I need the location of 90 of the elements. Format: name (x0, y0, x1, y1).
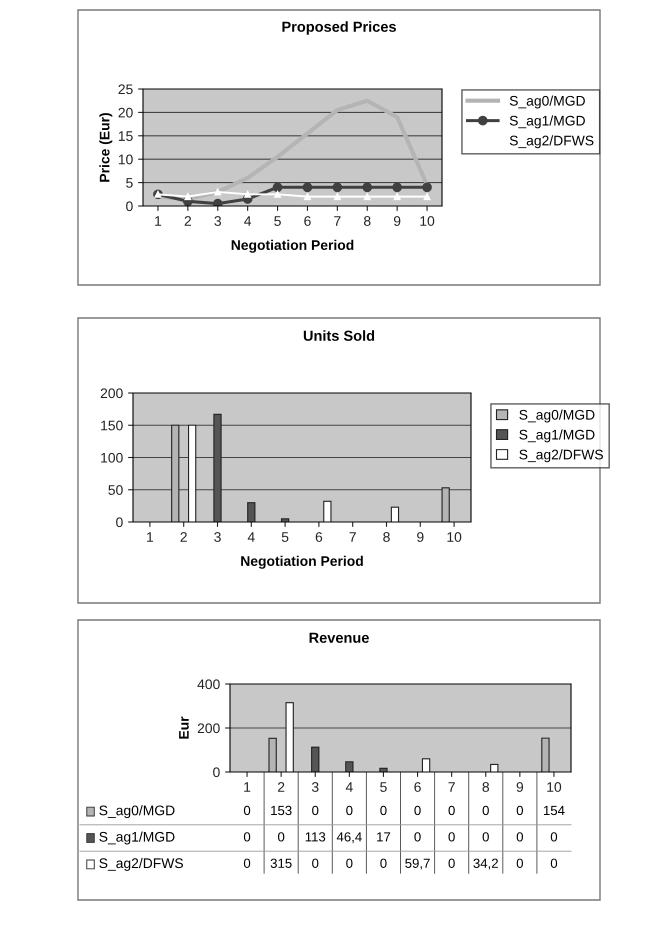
x-tick-label: 7 (350, 532, 356, 542)
data-label: 0 (346, 858, 353, 868)
x-tick-label: 7 (334, 216, 341, 226)
y-tick-label: 0 (213, 767, 220, 778)
data-label: 0 (278, 832, 284, 842)
x-tick-label: 8 (383, 532, 390, 542)
x-tick-label: 10 (447, 532, 462, 542)
data-label: 0 (550, 858, 558, 868)
data-label: 46,4 (336, 832, 362, 844)
data-label: 0 (244, 858, 250, 868)
data-label: 0 (516, 858, 524, 868)
data-label: 0 (414, 832, 421, 842)
data-label: 154 (544, 806, 565, 816)
y-tick-label: 200 (198, 723, 220, 734)
legend-label: S_ag0/MGD (99, 805, 174, 818)
chart-title: Units Sold (304, 330, 374, 341)
data-label: 0 (380, 858, 387, 868)
y-tick-label: 100 (101, 452, 123, 463)
x-tick-label: 5 (282, 532, 288, 542)
legend-label: S_ag0/MGD (510, 96, 585, 108)
data-label: 315 (270, 858, 292, 868)
data-label: 0 (414, 806, 421, 816)
x-tick-label: 7 (448, 782, 455, 792)
x-tick-label: 6 (414, 782, 421, 792)
y-axis-title: Price (Eur) (99, 113, 112, 182)
y-tick-label: 400 (197, 679, 220, 690)
legend-label: S_ag0/MGD (519, 410, 594, 422)
x-tick-label: 5 (380, 782, 387, 792)
y-tick-label: 10 (118, 154, 133, 164)
y-tick-label: 200 (100, 388, 123, 398)
x-tick-label: 1 (155, 216, 162, 226)
data-label: 0 (448, 858, 455, 868)
legend-label: S_ag1/MGD (519, 429, 594, 442)
legend-label: S_ag1/MGD (99, 832, 174, 844)
data-label: 0 (312, 858, 318, 868)
x-tick-label: 2 (278, 782, 284, 792)
data-label: 0 (516, 832, 524, 842)
x-tick-label: 10 (420, 216, 434, 226)
x-tick-label: 9 (394, 216, 400, 226)
data-label: 0 (244, 806, 250, 816)
x-tick-label: 1 (147, 532, 154, 542)
data-label: 34,2 (473, 858, 498, 870)
x-tick-label: 3 (312, 782, 318, 792)
legend-label: S_ag1/MGD (510, 115, 585, 128)
data-label: 0 (244, 832, 250, 842)
data-label: 0 (346, 806, 353, 816)
y-tick-label: 5 (126, 178, 133, 188)
data-label: 0 (550, 832, 558, 842)
x-tick-label: 4 (248, 532, 255, 542)
data-label: 0 (448, 832, 455, 842)
y-tick-label: 20 (118, 108, 133, 118)
y-tick-label: 25 (118, 84, 133, 94)
x-tick-label: 9 (417, 532, 424, 542)
y-tick-label: 0 (116, 517, 123, 528)
x-tick-label: 4 (346, 782, 353, 792)
chart-title: Revenue (310, 632, 369, 643)
chart-title: Proposed Prices (282, 21, 396, 35)
data-label: 113 (306, 832, 326, 842)
data-label: 153 (271, 806, 292, 816)
x-tick-label: 4 (244, 216, 252, 226)
data-label: 17 (377, 832, 390, 842)
x-tick-label: 8 (364, 216, 371, 226)
x-tick-label: 6 (316, 532, 322, 542)
x-tick-label: 6 (304, 216, 311, 226)
y-axis-title: Eur (179, 716, 189, 739)
x-tick-label: 5 (274, 216, 281, 226)
y-tick-label: 150 (101, 420, 123, 430)
text: S_ag2/DFWS (510, 135, 594, 148)
x-tick-label: 8 (482, 782, 490, 792)
y-tick-label: 15 (118, 131, 133, 141)
data-label: 0 (312, 806, 318, 816)
data-label: 0 (448, 806, 455, 816)
data-label: 0 (380, 806, 387, 816)
x-axis-title: Negotiation Period (241, 556, 363, 569)
x-axis-title: Negotiation Period (232, 240, 354, 253)
y-tick-label: 0 (126, 201, 133, 212)
x-tick-label: 2 (184, 216, 192, 226)
data-label: 59,7 (405, 858, 430, 870)
x-tick-label: 1 (244, 782, 250, 792)
data-label: 0 (482, 806, 489, 816)
data-label: 0 (516, 806, 524, 816)
x-tick-label: 3 (214, 532, 221, 542)
y-tick-label: 50 (108, 485, 123, 495)
legend-label: S_ag2/DFWS (519, 449, 603, 462)
x-tick-label: 2 (180, 532, 187, 542)
x-tick-label: 3 (214, 216, 221, 226)
legend-label: S_ag2/DFWS (99, 858, 183, 871)
data-label: 0 (482, 832, 489, 842)
x-tick-label: 10 (547, 782, 562, 792)
x-tick-label: 9 (516, 782, 524, 792)
